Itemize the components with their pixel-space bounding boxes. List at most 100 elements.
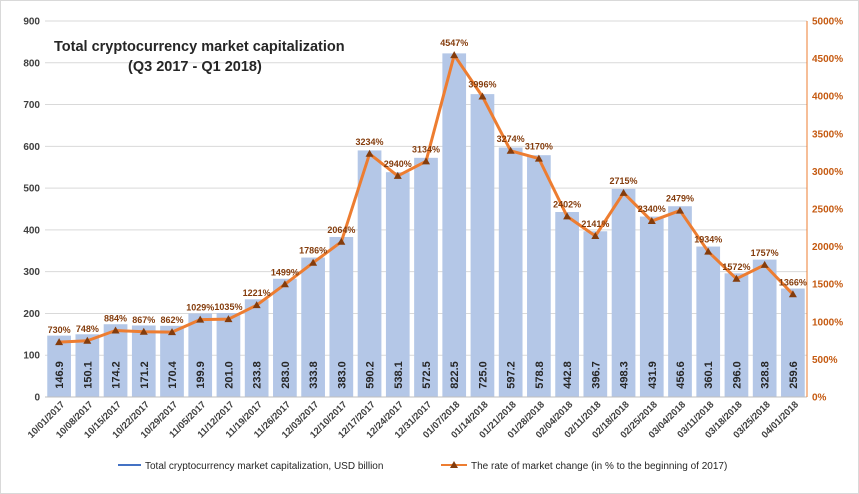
y-left-tick-label: 300: [23, 267, 40, 278]
rate-value-label: 3134%: [412, 144, 440, 154]
rate-marker: [111, 326, 120, 334]
bar-value-label: 396.7: [590, 361, 602, 389]
rate-value-label: 748%: [76, 324, 99, 334]
bar: [301, 257, 325, 397]
rate-marker: [280, 280, 289, 288]
rate-marker: [252, 301, 261, 309]
rate-value-label: 867%: [132, 315, 155, 325]
bar: [470, 94, 495, 397]
bar-value-label: 572.5: [421, 361, 433, 389]
bar-value-label: 725.0: [477, 361, 489, 389]
chart-title: Total cryptocurrency market capitalizati…: [54, 39, 345, 55]
bar: [668, 206, 692, 397]
bar-value-label: 170.4: [167, 360, 179, 388]
rate-marker: [534, 154, 543, 162]
rate-value-label: 1786%: [299, 246, 327, 256]
rate-marker: [196, 315, 205, 323]
bar: [583, 231, 608, 397]
rate-marker: [704, 247, 713, 255]
rate-value-label: 2064%: [327, 225, 355, 235]
bar: [442, 53, 467, 397]
chart-subtitle: (Q3 2017 - Q1 2018): [128, 59, 262, 75]
bar-value-label: 578.8: [534, 361, 546, 389]
bar-value-label: 150.1: [82, 361, 94, 389]
bar: [752, 259, 777, 397]
y-left-tick-label: 500: [23, 184, 40, 195]
rate-marker: [450, 51, 459, 59]
bar: [273, 278, 297, 397]
rate-value-label: 884%: [104, 314, 127, 324]
rate-marker: [224, 315, 233, 323]
bar-value-label: 383.0: [336, 361, 348, 389]
bar-value-label: 498.3: [619, 361, 631, 389]
y-right-tick-label: 4000%: [812, 92, 843, 103]
bar: [47, 335, 71, 397]
rate-marker: [139, 327, 148, 335]
bar: [244, 299, 269, 397]
bar-value-label: 171.2: [139, 361, 151, 389]
rate-value-label: 3234%: [356, 137, 384, 147]
bar: [160, 325, 184, 397]
y-right-tick-label: 5000%: [812, 17, 843, 28]
y-left-tick-label: 800: [23, 58, 40, 69]
legend-bar-label: Total cryptocurrency market capitalizati…: [145, 461, 383, 472]
rate-value-label: 2940%: [384, 159, 412, 169]
bar: [103, 324, 128, 397]
bar-value-label: 296.0: [731, 361, 743, 389]
y-right-tick-label: 1500%: [812, 280, 843, 291]
bar-value-label: 146.9: [54, 361, 66, 389]
y-right-tick-label: 4500%: [812, 54, 843, 65]
bar-value-label: 456.6: [675, 361, 687, 389]
bar: [611, 188, 636, 397]
bar-series: [47, 53, 805, 397]
rate-marker: [732, 274, 741, 282]
y-left-tick-label: 400: [23, 225, 40, 236]
y-left-tick-label: 0: [34, 393, 40, 404]
bar-value-label: 259.6: [788, 361, 800, 389]
bar: [555, 212, 579, 397]
rate-value-label: 1366%: [779, 277, 807, 287]
legend-line-marker: [450, 461, 458, 468]
bar: [696, 246, 721, 397]
rate-value-label: 4547%: [440, 38, 468, 48]
bar-value-label: 538.1: [393, 361, 405, 389]
bar-value-label: 590.2: [365, 361, 377, 389]
rate-value-label: 2479%: [666, 194, 694, 204]
bar-value-label: 174.2: [111, 361, 123, 389]
rate-marker: [563, 212, 572, 220]
bar-value-label: 360.1: [703, 361, 715, 389]
rate-value-label: 3996%: [468, 80, 496, 90]
bar-value-label: 442.8: [562, 361, 574, 389]
y-right-tick-label: 1000%: [812, 317, 843, 328]
y-right-tick-label: 2000%: [812, 242, 843, 253]
bar: [131, 325, 156, 397]
bar-value-label: 283.0: [280, 361, 292, 389]
bar: [216, 313, 241, 397]
rate-marker: [506, 146, 515, 154]
y-left-tick-label: 200: [23, 309, 40, 320]
rate-value-label: 1934%: [694, 235, 722, 245]
bar: [527, 155, 551, 397]
bar-value-label: 431.9: [647, 361, 659, 389]
rate-marker: [647, 217, 656, 225]
rate-marker: [365, 149, 374, 157]
rate-marker: [591, 231, 600, 239]
rate-marker: [83, 336, 92, 344]
y-right-tick-label: 2500%: [812, 205, 843, 216]
bar: [639, 216, 664, 397]
y-left-tick-label: 900: [23, 17, 40, 28]
bar: [357, 150, 382, 397]
rate-marker: [337, 237, 346, 245]
y-right-tick-label: 500%: [812, 355, 838, 366]
y-right-tick-label: 3500%: [812, 129, 843, 140]
rate-marker: [393, 171, 402, 179]
bar-value-label: 328.8: [760, 361, 772, 389]
rate-value-label: 730%: [48, 325, 71, 335]
rate-marker: [309, 258, 318, 266]
rate-marker: [168, 328, 176, 336]
bar-value-label: 233.8: [252, 361, 264, 389]
bar: [329, 236, 354, 397]
legend: Total cryptocurrency market capitalizati…: [118, 461, 727, 472]
rate-marker: [760, 260, 769, 268]
rate-value-label: 1035%: [214, 302, 242, 312]
